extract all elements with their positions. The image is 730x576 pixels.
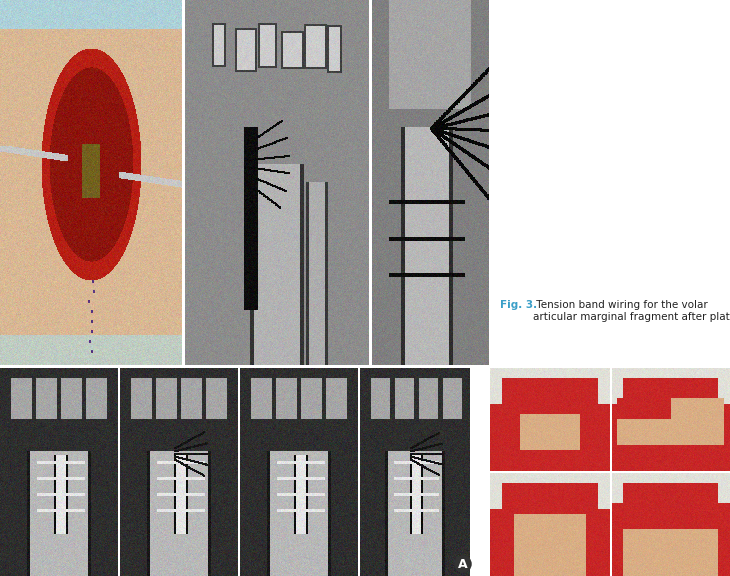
- Text: Tension band wiring for the volar
articular marginal fragment after plating.: Tension band wiring for the volar articu…: [533, 300, 730, 321]
- Bar: [182, 0, 185, 365]
- Bar: [470, 368, 490, 576]
- Bar: [0, 365, 730, 368]
- Text: A: A: [458, 558, 468, 570]
- Bar: [369, 0, 372, 365]
- Bar: [238, 368, 240, 576]
- Bar: [610, 368, 612, 576]
- Text: Fig. 3.: Fig. 3.: [500, 300, 537, 310]
- Bar: [490, 471, 730, 473]
- Bar: [118, 368, 120, 576]
- Bar: [358, 368, 360, 576]
